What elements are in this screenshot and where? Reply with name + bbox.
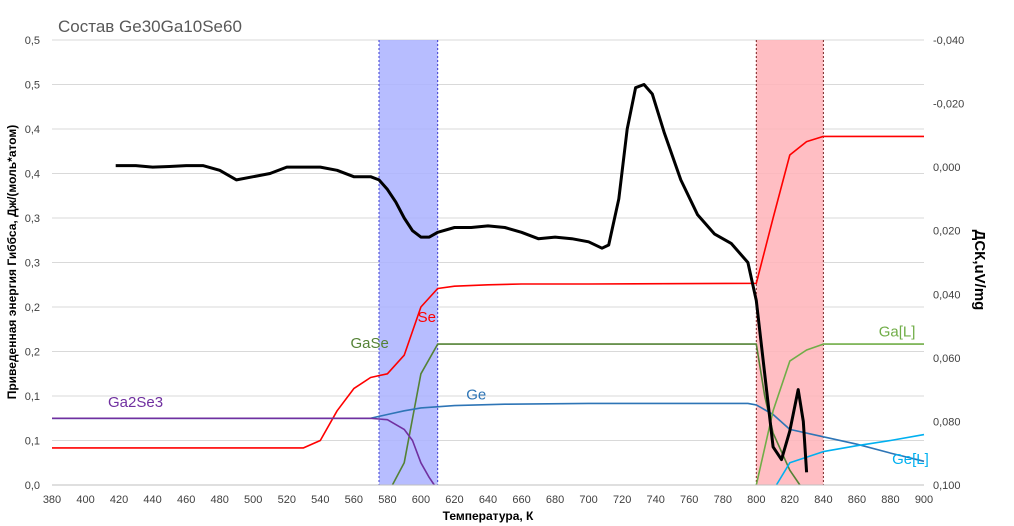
x-tick-label: 500 [244,494,262,506]
series-lines [52,83,925,486]
y-tick-label: 0,1 [25,436,40,448]
y-tick-label: 0,3 [25,213,40,225]
x-tick-label: 800 [747,494,765,506]
x-tick-label: 880 [881,494,899,506]
x-tick-label: 560 [345,494,363,506]
series-label-ga-l: Ga[L] [879,324,916,341]
y-tick-label: 0,4 [25,169,40,181]
y-tick-label: 0,2 [25,302,40,314]
series-label-gase: GaSe [350,335,388,352]
chart-title: Состав Ge30Ga10Se60 [58,17,242,36]
x-tick-label: 460 [177,494,195,506]
series-line-se [52,135,924,449]
x-tick-label: 600 [412,494,430,506]
x-tick-label: 700 [579,494,597,506]
y-axis-title: Приведенная энергия Гиббса, Дж/(моль*ато… [5,125,19,400]
x-tick-label: 860 [848,494,866,506]
phase-band-2 [756,40,824,485]
x-tick-label: 440 [143,494,161,506]
y2-tick-label: -0,020 [933,99,964,111]
x-axis-title: Температура, К [443,509,534,523]
series-line-ge [52,402,925,463]
x-tick-label: 380 [43,494,61,506]
y-tick-label: 0,4 [25,124,40,136]
y2-tick-label: 0,040 [933,289,961,301]
series-line-ge-l [775,433,925,486]
y2-tick-label: -0,040 [933,35,964,47]
y2-tick-label: 0,080 [933,416,961,428]
y-tick-label: 0,1 [25,391,40,403]
x-tick-label: 840 [814,494,832,506]
x-tick-label: 540 [311,494,329,506]
y-tick-label: 0,2 [25,347,40,359]
x-tick-label: 760 [680,494,698,506]
x-tick-label: 520 [278,494,296,506]
series-label-se: Se [418,309,436,326]
y-tick-labels: 0,0 0,1 0,1 0,2 0,2 0,3 0,3 0,4 0,4 0,5 0,5 [25,35,40,492]
x-tick-label: 400 [76,494,94,506]
x-tick-label: 420 [110,494,128,506]
x-tick-label: 680 [546,494,564,506]
x-tick-label: 620 [445,494,463,506]
y2-tick-labels: -0,040 -0,020 0,000 0,020 0,040 0,060 0,080 0,1… [933,35,964,492]
x-tick-label: 820 [781,494,799,506]
x-tick-label: 640 [479,494,497,506]
y2-axis-title: ДСК,uV/mg [971,230,988,311]
series-label-ge: Ge [466,387,486,404]
x-tick-label: 660 [512,494,530,506]
x-tick-label: 780 [714,494,732,506]
x-tick-label: 480 [211,494,229,506]
y-tick-label: 0,5 [25,35,40,47]
y2-tick-label: 0,020 [933,226,961,238]
x-tick-label: 900 [915,494,933,506]
x-tick-label: 740 [647,494,665,506]
series-line-dsc [115,83,809,473]
y-tick-label: 0,0 [25,480,40,492]
y2-tick-label: 0,060 [933,353,961,365]
y-tick-label: 0,5 [25,80,40,92]
y2-tick-label: 0,100 [933,480,961,492]
series-label-ge-l: Ge[L] [892,451,929,468]
series-line-ga2se3 [52,417,435,486]
series-label-ga2se3: Ga2Se3 [108,394,163,411]
series-labels: Se GaSe Ge Ga2Se3 Ga[L] Ge[L] [108,309,929,468]
x-tick-label: 720 [613,494,631,506]
x-tick-labels: 380 400 420 440 460 480 500 520 540 560 580 600 620 6… [43,494,933,506]
series-line-gase [391,343,801,486]
phase-band-1 [379,40,438,485]
x-tick-label: 580 [378,494,396,506]
y-tick-label: 0,3 [25,258,40,270]
y2-tick-label: 0,000 [933,162,961,174]
